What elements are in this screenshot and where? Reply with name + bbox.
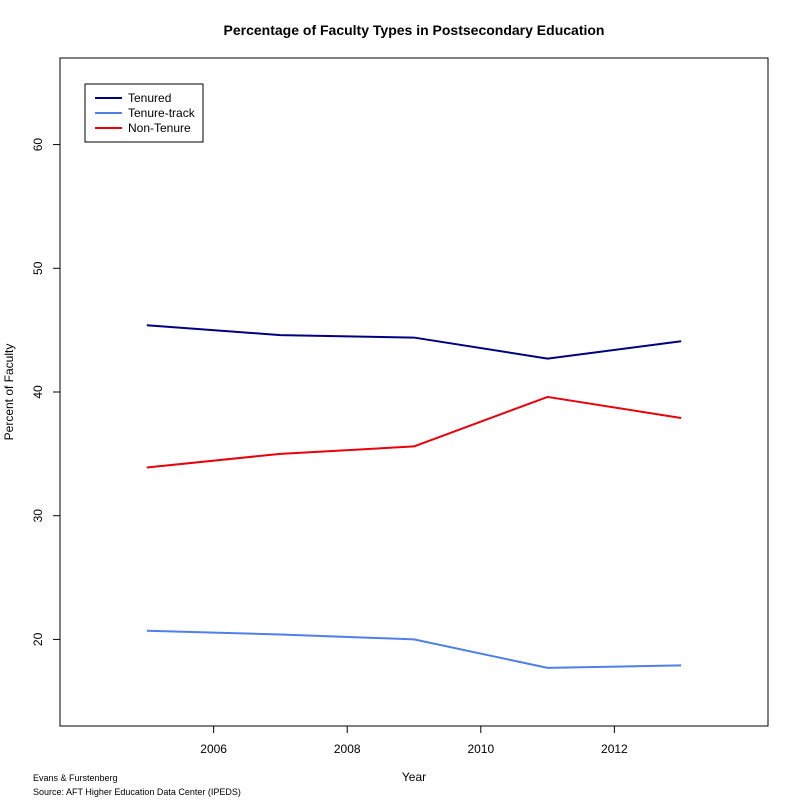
legend-label-tenured: Tenured	[128, 91, 171, 105]
chart-title: Percentage of Faculty Types in Postsecon…	[224, 22, 605, 38]
x-axis-label: Year	[402, 770, 426, 784]
plot-frame	[59, 57, 769, 727]
y-tick-label: 30	[31, 509, 45, 523]
legend-label-non-tenure: Non-Tenure	[128, 121, 191, 135]
series-line-non-tenure	[146, 395, 682, 469]
y-axis: 20 30 40 50 60	[31, 138, 60, 646]
legend-label-tenure-track: Tenure-track	[128, 106, 196, 120]
y-tick-label: 50	[31, 261, 45, 275]
series-line-tenure-track	[146, 629, 682, 669]
y-tick-label: 40	[31, 385, 45, 399]
legend: Tenured Tenure-track Non-Tenure	[84, 83, 204, 143]
x-axis: 2006 2008 2010 2012	[200, 726, 628, 756]
x-tick-label: 2012	[601, 742, 628, 756]
y-tick-label: 60	[31, 138, 45, 152]
x-tick-label: 2006	[200, 742, 227, 756]
y-axis-label: Percent of Faculty	[2, 344, 16, 441]
series-lines	[146, 324, 682, 669]
x-tick-label: 2008	[334, 742, 361, 756]
series-line-tenured	[146, 324, 682, 360]
y-tick-label: 20	[31, 632, 45, 646]
x-tick-label: 2010	[467, 742, 494, 756]
author-note: Evans & Furstenberg	[33, 773, 118, 783]
source-note: Source: AFT Higher Education Data Center…	[33, 787, 241, 797]
